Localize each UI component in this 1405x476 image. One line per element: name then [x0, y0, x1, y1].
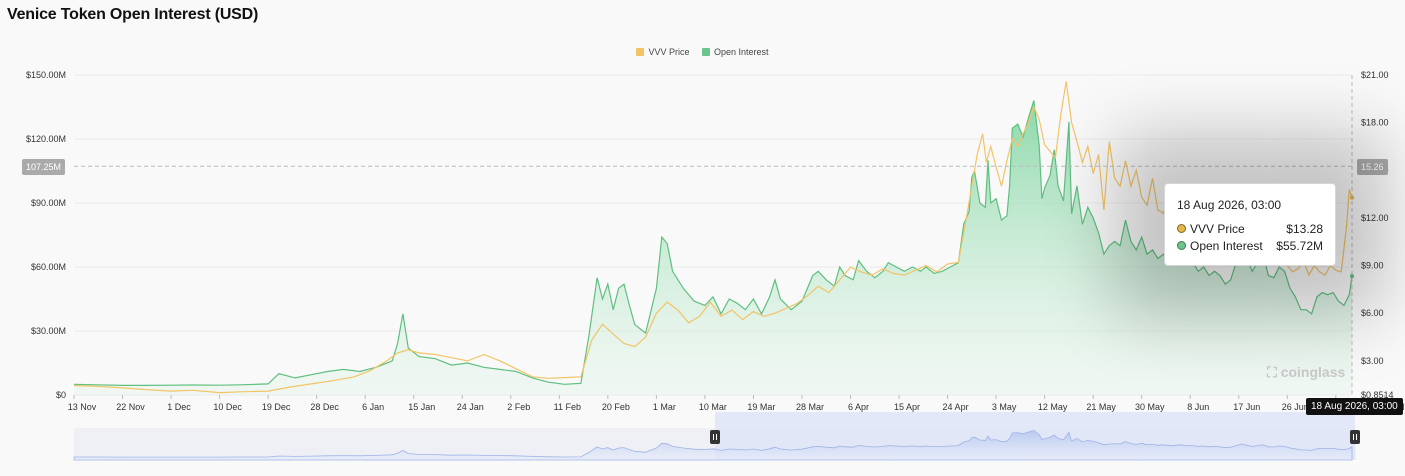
x-tick-label: 20 Feb	[602, 402, 630, 412]
navigator-handle-left[interactable]	[710, 430, 720, 444]
left-axis-label: $0	[56, 390, 66, 400]
right-axis-label: $18.00	[1361, 118, 1389, 128]
navigator-handle-right[interactable]	[1350, 430, 1360, 444]
legend-label-oi: Open Interest	[713, 47, 769, 57]
legend-swatch-oi	[701, 48, 710, 56]
x-tick-label: 10 Dec	[213, 402, 242, 412]
tooltip-oi-dot	[1177, 240, 1186, 250]
tooltip-row-oi: Open Interest $55.72M	[1177, 237, 1323, 254]
tooltip-oi-value: $55.72M	[1276, 238, 1323, 253]
left-axis-label: $150.00M	[26, 70, 66, 80]
right-axis-label: $0.8514	[1361, 390, 1394, 400]
left-axis-label: $90.00M	[31, 198, 66, 208]
right-axis-label: $6.00	[1361, 308, 1384, 318]
tooltip-price-value: $13.28	[1286, 221, 1323, 236]
crosshair-time-label: 18 Aug 2026, 03:00	[1306, 398, 1403, 415]
x-tick-label: 12 May	[1038, 402, 1068, 412]
x-tick-label: 3 May	[992, 402, 1017, 412]
x-tick-label: 1 Dec	[167, 402, 191, 412]
right-axis-label: $9.00	[1361, 261, 1384, 271]
navigator-series	[73, 429, 1353, 461]
x-tick-label: 11 Feb	[554, 402, 581, 412]
left-axis-label: $120.00M	[26, 134, 66, 144]
x-tick-label: 30 May	[1135, 402, 1165, 412]
x-tick-label: 1 Mar	[653, 402, 676, 412]
x-tick-label: 28 Mar	[796, 402, 824, 412]
legend-item-price[interactable]: VVV Price	[636, 47, 689, 57]
x-tick-label: 22 Nov	[116, 402, 145, 412]
x-tick-label: 17 Jun	[1233, 402, 1260, 412]
watermark-text: coinglass	[1280, 364, 1346, 380]
x-tick-label: 24 Jan	[457, 402, 484, 412]
price-endpoint	[1350, 195, 1354, 200]
x-tick-label: 2 Feb	[507, 402, 530, 412]
x-tick-label: 8 Jun	[1187, 402, 1209, 412]
legend-item-oi[interactable]: Open Interest	[701, 47, 769, 57]
right-axis-label: $21.00	[1361, 70, 1389, 80]
x-tick-label: 28 Dec	[310, 402, 339, 412]
series-open-interest-line	[73, 100, 1353, 386]
legend-label-price: VVV Price	[648, 47, 690, 57]
chart-title: Venice Token Open Interest (USD)	[7, 6, 259, 23]
x-tick-label: 19 Mar	[747, 402, 775, 412]
x-tick-label: 15 Apr	[894, 402, 920, 412]
x-tick-label: 6 Apr	[848, 402, 869, 412]
x-tick-label: 15 Jan	[408, 402, 435, 412]
x-tick-label: 13 Nov	[68, 402, 97, 412]
left-axis-label: $60.00M	[31, 262, 66, 272]
tooltip-row-price: VVV Price $13.28	[1177, 220, 1323, 237]
coinglass-watermark: ⛶ coinglass	[1267, 364, 1346, 380]
series-open-interest-area	[74, 100, 1352, 395]
tooltip-oi-label: Open Interest	[1190, 238, 1263, 253]
x-tick-label: 6 Jan	[362, 402, 384, 412]
tooltip-time: 18 Aug 2026, 03:00	[1177, 198, 1282, 212]
right-axis-label: $12.00	[1361, 213, 1389, 223]
legend-swatch-price	[636, 48, 645, 56]
left-axis-label: $30.00M	[31, 326, 66, 336]
x-tick-label: 24 Apr	[943, 402, 969, 412]
x-tick-label: 19 Dec	[262, 402, 291, 412]
crosshair-right-value: 15.26	[1357, 159, 1388, 175]
tooltip: 18 Aug 2026, 03:00 VVV Price $13.28 Open…	[1164, 183, 1336, 266]
crosshair-left-value: 107.25M	[22, 159, 66, 175]
legend: VVV Price Open Interest	[0, 47, 1405, 57]
x-tick-label: 10 Mar	[699, 402, 727, 412]
tooltip-price-dot	[1177, 223, 1186, 233]
x-tick-label: 21 May	[1086, 402, 1116, 412]
tooltip-price-label: VVV Price	[1190, 221, 1245, 236]
x-tick-label: 26 Jun	[1282, 402, 1309, 412]
open-interest-endpoint	[1350, 274, 1354, 279]
right-axis-label: $3.00	[1361, 356, 1384, 366]
